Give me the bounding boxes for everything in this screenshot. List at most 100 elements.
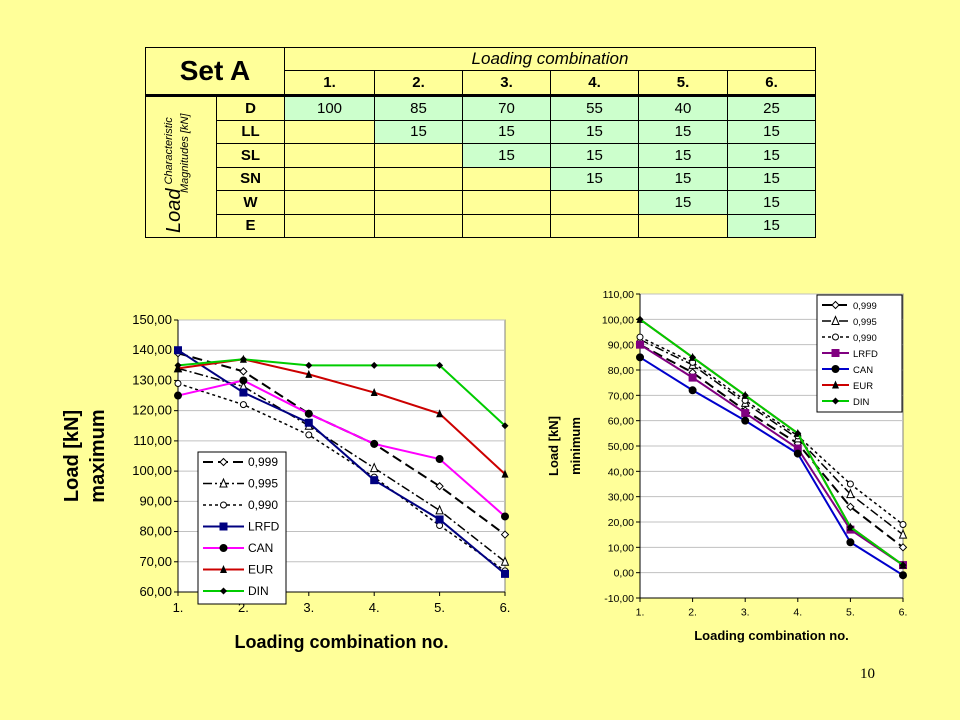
data-point — [239, 376, 248, 385]
y-tick-label: 60,00 — [608, 416, 634, 428]
legend-marker — [831, 365, 840, 373]
legend-label: EUR — [853, 381, 873, 392]
data-point — [846, 502, 855, 512]
x-axis-label: Loading combination no. — [694, 628, 849, 643]
x-axis-label: Loading combination no. — [235, 632, 449, 652]
legend-label: CAN — [248, 541, 273, 555]
data-point — [305, 361, 313, 369]
page-number: 10 — [860, 666, 875, 682]
min-chart: -10,00 0,00 10,00 20,00 30,00 40,00 50,00 60,00… — [546, 289, 907, 643]
y-tick-label: 150,00 — [132, 312, 172, 327]
table-cell — [284, 166, 375, 191]
x-tick-label: 6. — [500, 600, 511, 615]
legend-marker — [219, 522, 228, 531]
legend-marker — [219, 544, 228, 552]
legend-marker — [220, 587, 227, 595]
y-tick-label: 60,00 — [139, 584, 172, 599]
data-point — [501, 512, 509, 521]
side-label: Load Characteristic Magnitudes [kN] — [145, 94, 217, 238]
x-tick-label: 5. — [434, 600, 445, 615]
legend-marker — [219, 457, 228, 467]
data-point — [846, 538, 855, 547]
table-cell: 25 — [727, 94, 816, 121]
legend-label: DIN — [853, 397, 870, 408]
table-cell — [374, 143, 463, 168]
data-point — [636, 340, 644, 349]
x-tick-label: 6. — [899, 607, 908, 619]
x-tick-label: 4. — [793, 607, 802, 619]
x-tick-label: 5. — [846, 607, 855, 619]
table-cell: 100 — [284, 94, 375, 121]
table-cell: 15 — [638, 190, 728, 215]
data-point — [239, 388, 248, 397]
legend — [197, 451, 287, 605]
y-axis-label: Load [kN] — [61, 410, 83, 502]
data-point — [436, 361, 444, 369]
legend-marker — [831, 300, 840, 310]
table-cell — [462, 166, 551, 191]
y-axis-label-2: minimum — [568, 417, 583, 475]
column-header: 6. — [727, 70, 816, 96]
x-tick-label: 3. — [741, 607, 750, 619]
data-point — [794, 429, 802, 437]
y-tick-label: 40,00 — [608, 466, 634, 478]
data-point — [500, 556, 510, 566]
data-point — [304, 418, 313, 427]
legend-marker — [220, 565, 227, 573]
y-tick-label: 100,00 — [602, 314, 634, 326]
data-point — [239, 355, 247, 363]
data-point — [239, 401, 247, 409]
y-tick-label: 110,00 — [133, 433, 172, 448]
y-tick-label: 50,00 — [608, 441, 634, 453]
table-header: Loading combination — [284, 46, 816, 72]
legend-marker — [219, 477, 228, 488]
data-point — [846, 480, 854, 488]
legend-label: DIN — [248, 584, 269, 598]
table-cell: 15 — [727, 166, 816, 191]
x-tick-label: 1. — [173, 600, 184, 615]
table-cell: 15 — [462, 119, 551, 144]
data-point — [688, 386, 697, 395]
x-tick-label: 1. — [636, 607, 645, 619]
data-point — [898, 528, 908, 539]
y-tick-label: 90,00 — [608, 340, 634, 352]
series-line-0,995 — [639, 338, 904, 536]
y-tick-label: 130,00 — [132, 372, 172, 387]
table-cell: 15 — [727, 143, 816, 168]
side-label-main: Load — [163, 188, 185, 233]
row-label: E — [216, 213, 285, 238]
data-point — [370, 361, 378, 369]
legend-label: 0,995 — [248, 477, 278, 491]
y-tick-label: 10,00 — [608, 542, 634, 554]
y-tick-label: 20,00 — [608, 517, 634, 529]
data-point — [741, 391, 749, 399]
table-title: Set A — [145, 47, 285, 96]
data-point — [500, 530, 510, 539]
data-point — [501, 569, 509, 578]
table-cell: 15 — [638, 119, 728, 144]
legend-label: 0,990 — [248, 498, 278, 512]
legend-label: 0,995 — [853, 317, 877, 328]
row-label: SN — [216, 166, 285, 191]
legend-label: 0,999 — [853, 301, 877, 312]
data-point — [174, 379, 182, 387]
data-point — [846, 523, 854, 531]
table-cell: 15 — [374, 119, 463, 144]
series-line-CAN — [639, 356, 904, 577]
data-point — [370, 439, 379, 448]
data-point — [636, 315, 644, 323]
data-point — [899, 521, 907, 529]
series-line-DIN — [639, 318, 904, 566]
series-line-CAN — [177, 379, 506, 518]
series-line-LRFD — [639, 343, 904, 566]
table-cell — [638, 213, 728, 238]
legend-label: 0,990 — [853, 333, 877, 344]
data-point — [436, 409, 444, 418]
x-tick-label: 3. — [303, 600, 314, 615]
table-cell — [374, 213, 463, 238]
y-tick-label: 30,00 — [608, 492, 634, 504]
table-cell — [284, 190, 375, 215]
y-tick-label: 70,00 — [608, 390, 634, 402]
column-header: 3. — [462, 70, 551, 96]
